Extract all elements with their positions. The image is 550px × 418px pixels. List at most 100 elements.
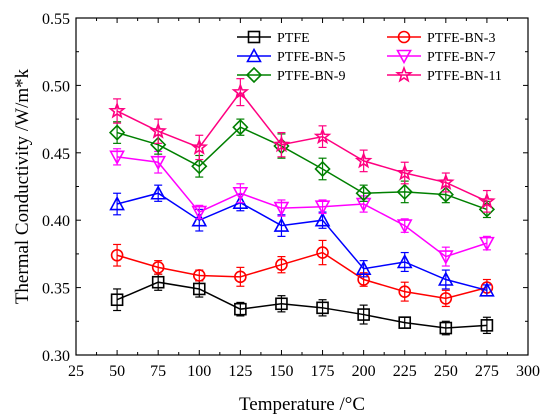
legend-label: PTFE xyxy=(277,31,310,46)
data-point xyxy=(110,293,124,307)
y-tick-label: 0.40 xyxy=(42,213,70,230)
data-point xyxy=(316,246,329,259)
series-line xyxy=(116,90,488,203)
series-ptfe-bn-5 xyxy=(109,184,495,297)
series-line xyxy=(116,281,487,329)
legend-marker xyxy=(396,49,412,65)
y-tick-label: 0.50 xyxy=(42,78,70,95)
data-point xyxy=(355,260,372,276)
data-point xyxy=(109,195,125,211)
data-point xyxy=(151,275,165,289)
legend-label: PTFE-BN-7 xyxy=(427,50,495,65)
legend-marker xyxy=(246,47,262,63)
data-point xyxy=(314,212,331,227)
legend-item: PTFE xyxy=(237,30,310,46)
data-point xyxy=(234,302,247,316)
data-point xyxy=(480,319,494,332)
data-point xyxy=(439,321,453,335)
data-point xyxy=(275,297,288,311)
series-line xyxy=(116,251,488,300)
data-point xyxy=(190,138,209,155)
data-point xyxy=(478,192,496,209)
data-point xyxy=(398,316,412,329)
data-point xyxy=(354,151,373,169)
legend: PTFE PTFE-BN-3 PTFE-BN-5 PTFE-BN-7 PTFE-BN-9… xyxy=(237,30,502,84)
data-point xyxy=(151,261,165,274)
data-point xyxy=(357,308,370,321)
x-tick-label: 125 xyxy=(228,363,252,380)
legend-label: PTFE-BN-11 xyxy=(427,69,502,84)
series-ptfe xyxy=(110,273,494,336)
data-point xyxy=(275,258,288,271)
data-point xyxy=(398,285,412,298)
data-point xyxy=(396,183,413,201)
data-point xyxy=(396,219,413,234)
data-point xyxy=(109,150,125,166)
data-point xyxy=(436,173,455,190)
legend-label: PTFE-BN-3 xyxy=(427,31,495,46)
legend-item: PTFE-BN-11 xyxy=(387,65,502,84)
legend-item: PTFE-BN-3 xyxy=(387,30,495,46)
x-tick-label: 175 xyxy=(311,363,335,380)
data-point xyxy=(191,158,208,175)
x-tick-label: 300 xyxy=(516,363,540,380)
data-point xyxy=(439,292,453,305)
data-point xyxy=(396,253,413,269)
legend-marker xyxy=(245,66,263,84)
data-point xyxy=(316,301,329,315)
data-point xyxy=(234,270,247,284)
x-tick-label: 50 xyxy=(109,363,125,380)
series-ptfe-bn-9 xyxy=(108,118,496,219)
legend-label: PTFE-BN-9 xyxy=(277,69,345,84)
legend-label: PTFE-BN-5 xyxy=(277,50,345,65)
data-point xyxy=(150,185,167,200)
data-point xyxy=(231,82,250,100)
data-point xyxy=(191,212,208,227)
legend-marker xyxy=(397,30,411,44)
data-point xyxy=(150,155,167,171)
data-point xyxy=(192,282,206,296)
data-point xyxy=(110,248,124,262)
legend-item: PTFE-BN-7 xyxy=(387,49,495,65)
legend-item: PTFE-BN-5 xyxy=(237,47,345,65)
data-point xyxy=(108,124,126,141)
data-point xyxy=(150,136,167,153)
x-tick-label: 25 xyxy=(68,363,84,380)
y-axis-label: Thermal Conductivity /W/m*k xyxy=(12,68,33,304)
y-tick-label: 0.55 xyxy=(42,11,70,28)
data-point xyxy=(192,269,206,282)
series-line xyxy=(116,156,488,258)
x-tick-label: 75 xyxy=(150,363,166,380)
legend-item: PTFE-BN-9 xyxy=(237,66,345,84)
data-point xyxy=(108,101,126,119)
x-tick-label: 250 xyxy=(434,363,458,380)
data-point xyxy=(313,127,332,145)
data-point xyxy=(232,119,249,136)
data-point xyxy=(395,163,414,181)
data-point xyxy=(149,121,168,139)
series-line xyxy=(116,126,488,211)
data-point xyxy=(191,205,208,221)
x-tick-label: 150 xyxy=(269,363,293,380)
data-point xyxy=(479,236,495,252)
y-tick-label: 0.30 xyxy=(42,348,70,365)
data-point xyxy=(232,186,249,202)
series-ptfe-bn-11 xyxy=(108,78,496,213)
series-ptfe-bn-7 xyxy=(109,148,495,267)
y-tick-label: 0.45 xyxy=(42,146,70,163)
data-point xyxy=(273,217,290,232)
series-line xyxy=(116,192,488,292)
data-point xyxy=(272,135,291,153)
series-layer xyxy=(108,78,496,336)
data-point xyxy=(314,200,331,215)
data-point xyxy=(437,271,454,286)
y-tick-label: 0.35 xyxy=(42,281,70,298)
legend-marker xyxy=(395,65,413,83)
data-point xyxy=(437,186,454,203)
data-point xyxy=(479,282,495,297)
x-tick-label: 100 xyxy=(187,363,211,380)
data-point xyxy=(355,185,372,202)
data-point xyxy=(314,160,331,178)
series-ptfe-bn-3 xyxy=(110,239,494,308)
